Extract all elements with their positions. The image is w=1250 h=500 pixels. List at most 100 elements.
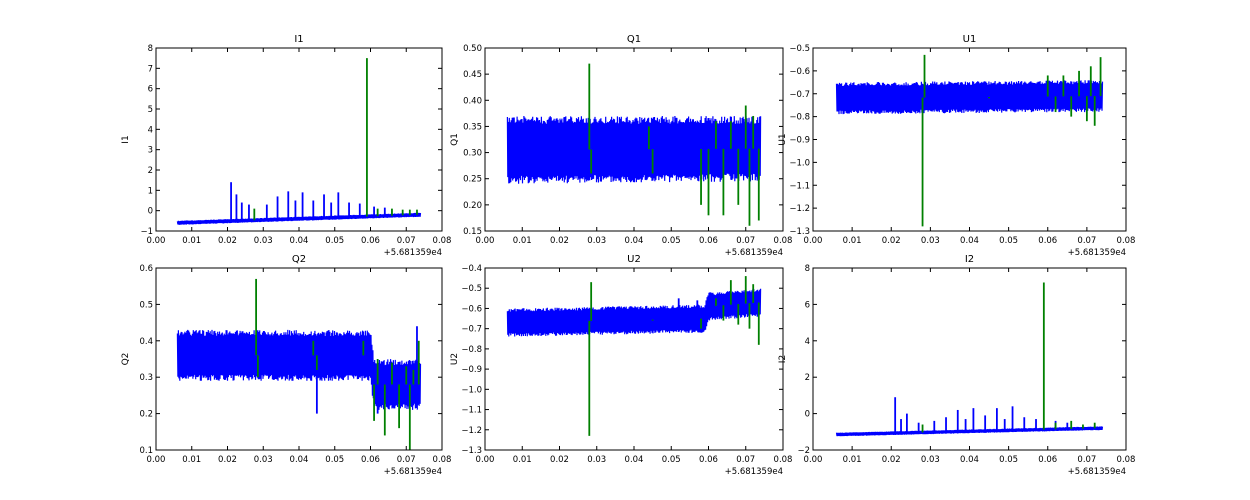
- x-tick-label: 0.01: [513, 455, 532, 465]
- x-tick-label: 0.07: [1077, 455, 1096, 465]
- subplot-i1: 0.00 0.01 0.02 0.03 0.04 0.05 0.06 0.07 0.08 −1 0 1…: [121, 34, 451, 258]
- x-tick-label: 0.05: [999, 455, 1018, 465]
- chart-title: Q2: [292, 254, 306, 265]
- x-tick-label: 0.05: [662, 236, 681, 246]
- y-tick-label: −0.8: [461, 345, 482, 355]
- y-tick-label: 1: [148, 186, 153, 196]
- y-tick-label: 4: [805, 337, 810, 347]
- y-tick-label: 0.5: [139, 300, 153, 310]
- plot-area: [835, 54, 1104, 227]
- x-tick-label: 0.05: [325, 455, 344, 465]
- series-line-1: [506, 288, 762, 337]
- x-tick-label: 0.01: [843, 455, 862, 465]
- y-tick-label: −0.8: [789, 113, 810, 123]
- y-axis-label: U1: [778, 133, 788, 145]
- x-tick-label: 0.07: [736, 455, 755, 465]
- subplot-i2: 0.00 0.01 0.02 0.03 0.04 0.05 0.06 0.07 0.08 −2 0 2…: [778, 254, 1135, 477]
- x-offset-label: +5.681359e4: [725, 248, 783, 258]
- series-line-2: [921, 282, 1096, 433]
- y-tick-label: −0.5: [461, 284, 482, 294]
- y-tick-label: 2: [148, 166, 153, 176]
- y-tick-label: 0.1: [139, 446, 153, 456]
- y-axis-label: I1: [121, 135, 131, 143]
- x-tick-label: 0.05: [662, 455, 681, 465]
- series-band: [176, 329, 422, 410]
- x-tick-label: 0.07: [736, 236, 755, 246]
- x-tick-label: 0.01: [843, 236, 862, 246]
- y-tick-label: −2: [797, 446, 810, 456]
- y-tick-label: 0: [805, 410, 810, 420]
- chart-title: Q1: [627, 34, 641, 45]
- y-axis-label: U2: [450, 353, 460, 365]
- x-tick-label: 0.08: [774, 455, 793, 465]
- x-offset-label: +5.681359e4: [1068, 248, 1126, 258]
- x-tick-label: 0.04: [290, 455, 309, 465]
- y-axis-label: Q1: [450, 133, 460, 146]
- x-offset-label: +5.681359e4: [384, 467, 442, 477]
- y-tick-label: 6: [805, 300, 810, 310]
- x-tick-label: 0.05: [999, 236, 1018, 246]
- plot-area: [176, 278, 422, 450]
- chart-title: I1: [294, 34, 303, 45]
- plot-area: [835, 282, 1104, 437]
- x-offset-label: +5.681359e4: [384, 248, 442, 258]
- series-line-1: [506, 115, 762, 184]
- x-tick-label: 0.00: [476, 236, 495, 246]
- x-tick-label: 0.04: [625, 236, 644, 246]
- x-tick-label: 0.02: [218, 455, 237, 465]
- x-tick-label: 0.06: [361, 455, 380, 465]
- x-tick-label: 0.01: [182, 455, 201, 465]
- y-tick-label: −0.4: [461, 264, 482, 274]
- series-line-1: [835, 80, 1104, 115]
- y-tick-label: −0.7: [461, 325, 482, 335]
- series-band: [506, 288, 762, 337]
- x-tick-label: 0.04: [960, 236, 979, 246]
- y-tick-label: −1.0: [461, 385, 482, 395]
- x-tick-label: 0.01: [182, 236, 201, 246]
- x-tick-label: 0.00: [804, 236, 823, 246]
- chart-title: I2: [965, 254, 974, 265]
- y-tick-label: 0.35: [463, 122, 482, 132]
- x-tick-label: 0.07: [397, 455, 416, 465]
- x-tick-label: 0.00: [147, 236, 166, 246]
- y-tick-label: 0: [148, 207, 153, 217]
- y-tick-label: 0.25: [463, 175, 482, 185]
- x-tick-label: 0.08: [433, 455, 452, 465]
- y-tick-label: 0.2: [139, 410, 153, 420]
- y-tick-label: −1.3: [789, 227, 810, 237]
- y-tick-label: −0.9: [461, 365, 482, 375]
- x-tick-label: 0.08: [1117, 236, 1136, 246]
- y-axis-label: Q2: [121, 353, 131, 366]
- y-tick-label: 2: [805, 373, 810, 383]
- y-tick-label: 6: [148, 85, 153, 95]
- x-tick-label: 0.03: [587, 236, 606, 246]
- series-line-2: [253, 58, 418, 221]
- y-tick-label: −1.1: [789, 181, 810, 191]
- subplot-u2: 0.00 0.01 0.02 0.03 0.04 0.05 0.06 0.07 0.08 −1.3…: [450, 254, 792, 477]
- plot-area: [176, 58, 422, 225]
- chart-title: U2: [627, 254, 641, 265]
- series-line-1: [176, 182, 422, 225]
- x-tick-label: 0.03: [254, 455, 273, 465]
- x-tick-label: 0.06: [1038, 455, 1057, 465]
- x-tick-label: 0.03: [587, 455, 606, 465]
- x-tick-label: 0.00: [476, 455, 495, 465]
- axes-frame: [155, 47, 443, 232]
- y-tick-label: 8: [148, 44, 153, 54]
- y-tick-label: −1.2: [461, 426, 482, 436]
- y-tick-label: −0.5: [789, 44, 810, 54]
- y-tick-label: −0.7: [789, 90, 810, 100]
- series-band: [506, 115, 762, 184]
- chart-title: U1: [963, 34, 977, 45]
- y-tick-label: −1.3: [461, 446, 482, 456]
- y-tick-label: 0.40: [463, 96, 482, 106]
- x-tick-label: 0.03: [921, 455, 940, 465]
- y-axis-label: I2: [778, 355, 788, 363]
- axes-frame: [812, 267, 1127, 451]
- y-tick-label: 0.30: [463, 149, 482, 159]
- x-tick-label: 0.06: [699, 236, 718, 246]
- y-tick-label: −1.2: [789, 204, 810, 214]
- subplot-q2: 0.00 0.01 0.02 0.03 0.04 0.05 0.06 0.07 0.08 0.1 0…: [121, 254, 451, 477]
- y-tick-label: −0.6: [789, 67, 810, 77]
